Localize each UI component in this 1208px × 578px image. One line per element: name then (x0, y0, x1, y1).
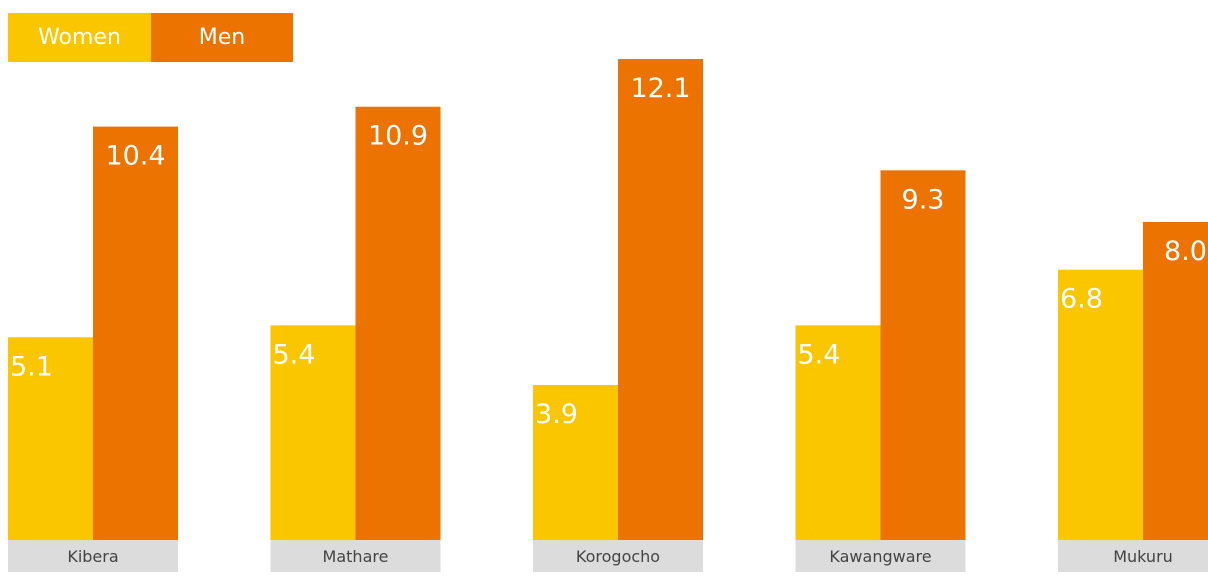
category-label-kibera: Kibera (67, 547, 118, 566)
bar-women-korogocho (533, 384, 618, 540)
category-band-kawangware (795, 540, 966, 572)
category-band-mathare (270, 540, 441, 572)
category-label-korogocho: Korogocho (576, 547, 660, 566)
category-label-kawangware: Kawangware (829, 547, 931, 566)
value-label-women-kawangware: 5.4 (798, 339, 841, 370)
value-label-men-mathare: 10.9 (368, 121, 428, 152)
category-band-mukuru (1058, 540, 1208, 572)
category-band-korogocho (533, 540, 703, 572)
bar-men-mukuru (1143, 222, 1208, 540)
bar-men-korogocho (618, 59, 703, 541)
value-label-men-korogocho: 12.1 (630, 73, 690, 104)
value-label-women-mathare: 5.4 (273, 339, 316, 370)
value-label-women-korogocho: 3.9 (535, 399, 578, 430)
bar-women-kawangware (795, 325, 881, 540)
value-label-men-mukuru: 8.0 (1164, 236, 1207, 267)
bar-women-mathare (270, 325, 356, 540)
category-label-mukuru: Mukuru (1113, 547, 1173, 566)
bar-women-mukuru (1058, 269, 1143, 540)
legend-women: Women (8, 13, 151, 62)
bar-women-kibera (8, 337, 93, 540)
value-label-women-mukuru: 6.8 (1060, 284, 1103, 315)
category-band-kibera (8, 540, 178, 572)
value-label-men-kibera: 10.4 (105, 141, 165, 172)
value-label-men-kawangware: 9.3 (902, 184, 945, 215)
category-label-mathare: Mathare (323, 547, 389, 566)
bar-men-kawangware (880, 170, 966, 540)
value-label-women-kibera: 5.1 (10, 351, 53, 382)
bar-men-kibera (93, 126, 178, 540)
legend-men: Men (151, 13, 293, 62)
bar-men-mathare (355, 106, 441, 540)
